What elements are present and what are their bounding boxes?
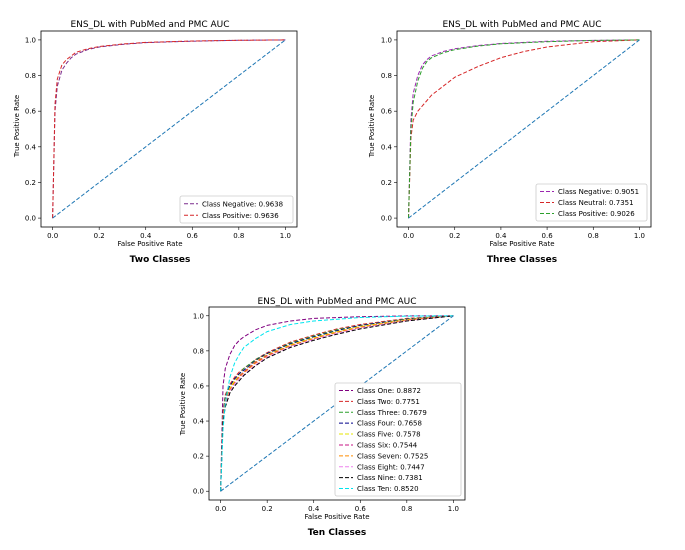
y-tick-label: 0.6 <box>193 382 205 390</box>
legend-box <box>334 382 462 497</box>
x-axis-label: False Positive Rate <box>117 240 182 248</box>
series-lines <box>52 39 286 219</box>
y-tick-label: 0.0 <box>25 215 36 223</box>
x-tick-label: 0.8 <box>233 232 244 240</box>
axes: 0.0 0.2 0.4 0.6 0.8 1.0 0.0 0.2 0.4 0.6 0.8 1.0 <box>25 36 291 240</box>
roc-curve <box>220 315 454 492</box>
legend-label: Class Eight: 0.7447 <box>357 463 425 471</box>
x-tick-label: 0.4 <box>140 232 152 240</box>
y-tick-label: 0.2 <box>25 179 36 187</box>
y-tick-label: 0.4 <box>25 143 37 151</box>
legend-label: Class Seven: 0.7525 <box>357 452 428 460</box>
roc-curve <box>408 39 640 219</box>
panel-caption: Two Classes <box>130 255 191 265</box>
x-tick-label: 1.0 <box>448 505 459 513</box>
y-tick-label: 0.0 <box>193 488 204 496</box>
roc-curve <box>220 315 454 492</box>
roc-curve <box>220 315 454 492</box>
y-axis-label: True Positive Rate <box>368 95 376 158</box>
x-tick-label: 1.0 <box>634 232 645 240</box>
legend-label: Class Two: 0.7751 <box>357 398 420 406</box>
x-tick-label: 0.0 <box>215 505 226 513</box>
plot-frame <box>208 306 466 501</box>
y-tick-label: 0.8 <box>193 347 204 355</box>
x-axis-label: False Positive Rate <box>304 513 369 521</box>
chance-line <box>52 39 286 219</box>
legend: Class Negative: 0.9051 Class Neutral: 0.7… <box>535 183 648 222</box>
x-tick-label: 0.4 <box>495 232 507 240</box>
legend-label: Class Neutral: 0.7351 <box>558 199 634 207</box>
x-tick-label: 0.6 <box>187 232 199 240</box>
legend-label: Class One: 0.8872 <box>357 387 421 395</box>
axes: 0.0 0.2 0.4 0.6 0.8 1.0 0.0 0.2 0.4 0.6 0.8 1.0 <box>193 312 459 513</box>
legend-label: Class Ten: 0.8520 <box>357 485 419 493</box>
chart-two-classes: ENS_DL with PubMed and PMC AUC False Pos… <box>13 20 298 265</box>
x-tick-label: 0.4 <box>308 505 320 513</box>
y-axis-label: True Positive Rate <box>179 373 187 436</box>
legend-label: Class Positive: 0.9636 <box>202 212 279 220</box>
legend-label: Class Five: 0.7578 <box>357 431 421 439</box>
x-tick-label: 0.2 <box>449 232 460 240</box>
y-tick-label: 0.2 <box>381 179 392 187</box>
roc-curve <box>52 39 286 219</box>
x-tick-label: 0.2 <box>262 505 273 513</box>
legend-label: Class Three: 0.7679 <box>357 409 427 417</box>
y-tick-label: 1.0 <box>25 36 36 44</box>
x-tick-label: 0.0 <box>47 232 58 240</box>
legend-box <box>179 195 294 224</box>
y-tick-label: 0.2 <box>193 453 204 461</box>
roc-curve <box>220 315 454 492</box>
plot-frame <box>396 30 652 228</box>
chance-line <box>408 39 640 219</box>
x-tick-label: 0.8 <box>588 232 599 240</box>
roc-curve <box>220 315 454 492</box>
x-tick-label: 0.0 <box>403 232 414 240</box>
y-tick-label: 0.0 <box>381 215 392 223</box>
roc-curve <box>220 315 454 492</box>
legend-label: Class Nine: 0.7381 <box>357 474 423 482</box>
x-tick-label: 1.0 <box>280 232 291 240</box>
x-tick-label: 0.8 <box>401 505 412 513</box>
roc-curve <box>52 39 286 219</box>
panel-caption: Ten Classes <box>308 528 367 538</box>
legend-label: Class Negative: 0.9638 <box>202 200 283 208</box>
y-axis-label: True Positive Rate <box>13 95 21 158</box>
x-axis-label: False Positive Rate <box>489 240 554 248</box>
legend-label: Class Positive: 0.9026 <box>558 210 635 218</box>
chart-title: ENS_DL with PubMed and PMC AUC <box>442 20 601 30</box>
axes: 0.0 0.2 0.4 0.6 0.8 1.0 0.0 0.2 0.4 0.6 0.8 1.0 <box>381 36 645 240</box>
chart-title: ENS_DL with PubMed and PMC AUC <box>257 297 416 307</box>
legend-label: Class Four: 0.7658 <box>357 420 422 428</box>
x-tick-label: 0.6 <box>542 232 554 240</box>
legend-label: Class Six: 0.7544 <box>357 441 418 449</box>
legend-label: Class Negative: 0.9051 <box>558 188 639 196</box>
chart-three-classes: ENS_DL with PubMed and PMC AUC False Pos… <box>368 20 652 265</box>
y-tick-label: 0.4 <box>381 143 393 151</box>
y-tick-label: 0.8 <box>25 72 36 80</box>
roc-curve <box>220 315 454 492</box>
y-tick-label: 0.6 <box>25 108 37 116</box>
series-lines <box>220 315 454 492</box>
y-tick-label: 0.6 <box>381 108 393 116</box>
roc-curve <box>408 39 640 219</box>
legend: Class Negative: 0.9638 Class Positive: 0.… <box>179 195 294 224</box>
legend: Class One: 0.8872 Class Two: 0.7751 Class … <box>334 382 462 497</box>
series-lines <box>408 39 640 219</box>
panel-caption: Three Classes <box>487 255 557 265</box>
plot-frame <box>40 30 298 228</box>
chart-ten-classes: ENS_DL with PubMed and PMC AUC False Pos… <box>179 297 466 538</box>
y-tick-label: 0.8 <box>381 72 392 80</box>
x-tick-label: 0.2 <box>94 232 105 240</box>
chart-title: ENS_DL with PubMed and PMC AUC <box>70 20 229 30</box>
y-tick-label: 0.4 <box>193 418 205 426</box>
y-tick-label: 1.0 <box>193 312 204 320</box>
roc-curve <box>408 39 640 219</box>
x-tick-label: 0.6 <box>355 505 367 513</box>
y-tick-label: 1.0 <box>381 36 392 44</box>
legend-box <box>535 183 648 222</box>
